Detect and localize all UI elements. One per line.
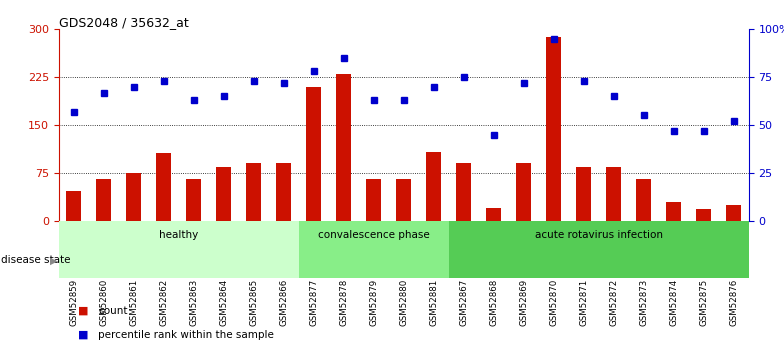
Bar (59, 221, 299, 278)
Bar (696, 209, 711, 221)
Text: ■: ■ (78, 306, 89, 315)
Text: disease state: disease state (1, 256, 71, 265)
Bar (486, 208, 501, 221)
Bar (246, 164, 261, 221)
Bar (299, 221, 448, 278)
Text: percentile rank within the sample: percentile rank within the sample (98, 330, 274, 339)
Bar (606, 167, 621, 221)
Bar (96, 179, 111, 221)
Bar (216, 167, 231, 221)
Text: GDS2048 / 35632_at: GDS2048 / 35632_at (59, 16, 188, 29)
Bar (448, 221, 749, 278)
Bar (126, 173, 141, 221)
Text: healthy: healthy (159, 230, 198, 240)
Bar (516, 164, 532, 221)
Text: count: count (98, 306, 128, 315)
Text: convalescence phase: convalescence phase (318, 230, 430, 240)
Bar (307, 87, 321, 221)
Bar (156, 152, 171, 221)
Bar (67, 191, 82, 221)
Text: acute rotavirus infection: acute rotavirus infection (535, 230, 662, 240)
Bar (396, 179, 412, 221)
Text: ▶: ▶ (49, 256, 57, 265)
Bar (187, 179, 201, 221)
Bar (666, 201, 681, 221)
Bar (366, 179, 381, 221)
Bar (546, 37, 561, 221)
Bar (276, 164, 292, 221)
Bar (576, 167, 591, 221)
Bar (426, 152, 441, 221)
Text: ■: ■ (78, 330, 89, 339)
Bar (637, 179, 652, 221)
Bar (726, 205, 741, 221)
Bar (456, 164, 471, 221)
Bar (336, 74, 351, 221)
